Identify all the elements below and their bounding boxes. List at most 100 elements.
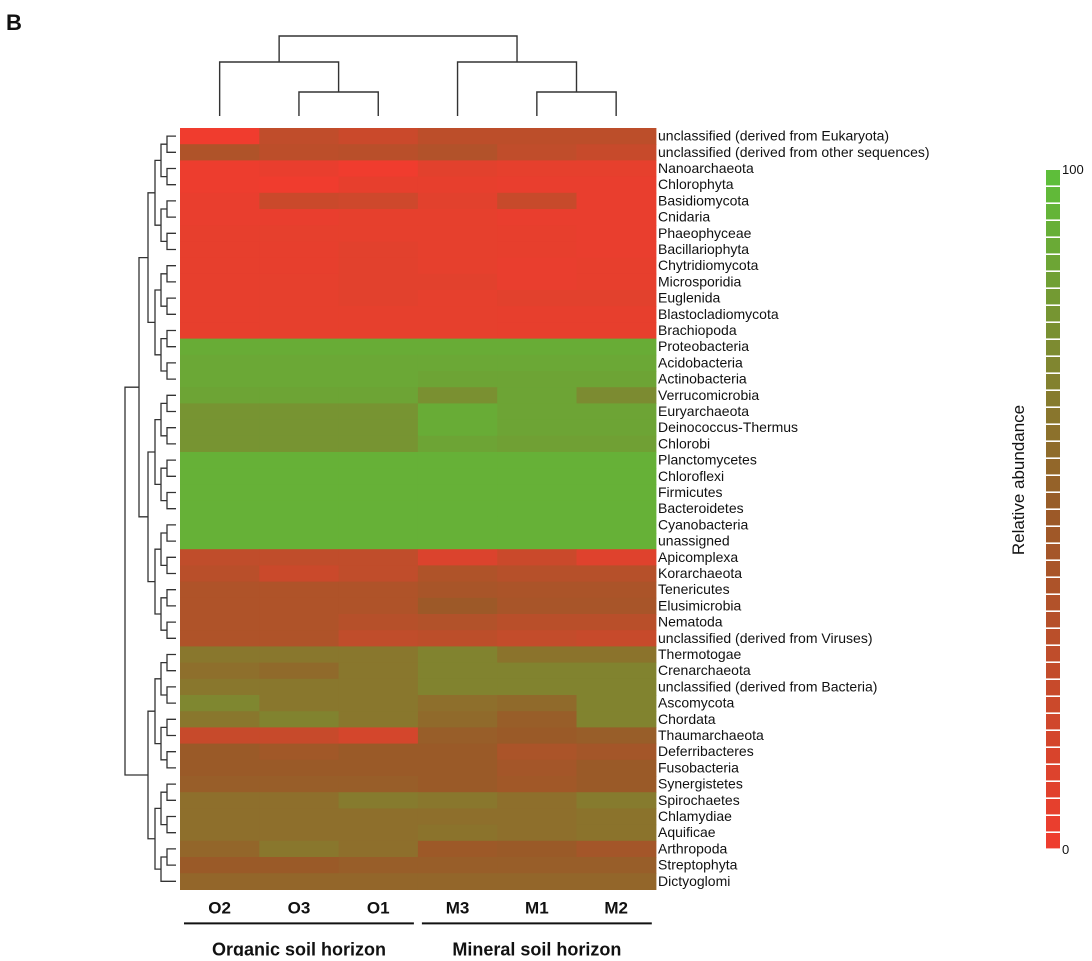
dendrogram-branch bbox=[154, 159, 161, 226]
heatmap-cell bbox=[338, 435, 419, 453]
heatmap-cell bbox=[338, 824, 419, 842]
heatmap-cell bbox=[497, 516, 578, 534]
heatmap-cell bbox=[576, 371, 657, 388]
row-label: Elusimicrobia bbox=[658, 597, 741, 613]
color-legend: 100 0 Relative abundance bbox=[1009, 162, 1084, 857]
heatmap-cell bbox=[417, 387, 498, 404]
heatmap-cell bbox=[576, 597, 657, 615]
row-label: Microsporidia bbox=[658, 273, 741, 289]
heatmap-cell bbox=[497, 273, 578, 291]
heatmap-cell bbox=[180, 322, 260, 340]
dendrogram-branch bbox=[166, 459, 176, 477]
heatmap-cell bbox=[259, 273, 340, 291]
heatmap-cell bbox=[259, 241, 340, 259]
heatmap-cell bbox=[259, 597, 340, 615]
heatmap-cell bbox=[180, 711, 260, 728]
row-label: Nanoarchaeota bbox=[658, 160, 754, 176]
heatmap-cell bbox=[180, 225, 260, 242]
heatmap-cell bbox=[417, 597, 498, 615]
heatmap-cell bbox=[259, 646, 340, 664]
legend-swatch bbox=[1046, 306, 1060, 322]
row-label: Firmicutes bbox=[658, 484, 723, 500]
heatmap-cell bbox=[338, 192, 419, 210]
heatmap-cell bbox=[497, 192, 578, 210]
row-label: Fusobacteria bbox=[658, 759, 739, 775]
heatmap-cell bbox=[338, 338, 419, 356]
heatmap-cell bbox=[338, 873, 419, 890]
heatmap-cell bbox=[338, 290, 419, 307]
dendrogram-branch bbox=[154, 289, 161, 356]
heatmap-cell bbox=[576, 695, 657, 712]
heatmap-cell bbox=[497, 419, 578, 437]
legend-swatch bbox=[1046, 680, 1060, 696]
heatmap-cell bbox=[180, 840, 260, 858]
heatmap-cell bbox=[497, 808, 578, 826]
heatmap-cell bbox=[497, 662, 578, 680]
heatmap-cell bbox=[417, 759, 498, 777]
heatmap-cell bbox=[259, 678, 340, 696]
heatmap-cell bbox=[497, 857, 578, 874]
heatmap-cell bbox=[497, 727, 578, 745]
heatmap-cell bbox=[259, 192, 340, 210]
heatmap-cell bbox=[180, 192, 260, 210]
heatmap-cell bbox=[338, 597, 419, 615]
row-label: unassigned bbox=[658, 533, 730, 549]
legend-swatch bbox=[1046, 204, 1060, 220]
heatmap-cell bbox=[259, 500, 340, 518]
heatmap-cell bbox=[576, 792, 657, 809]
heatmap-cell bbox=[259, 776, 340, 793]
column-label: M3 bbox=[446, 898, 470, 917]
heatmap-cell bbox=[417, 840, 498, 858]
heatmap-cell bbox=[338, 565, 419, 583]
heatmap-cell bbox=[259, 144, 340, 161]
heatmap-cell bbox=[576, 160, 657, 178]
heatmap-cell bbox=[180, 727, 260, 745]
heatmap-cell bbox=[497, 743, 578, 761]
heatmap-cell bbox=[497, 678, 578, 696]
heatmap-cell bbox=[180, 484, 260, 502]
dendrogram-branch bbox=[166, 491, 176, 510]
heatmap-cell bbox=[259, 209, 340, 226]
heatmap-cell bbox=[576, 419, 657, 437]
dendrogram-branch bbox=[124, 386, 148, 776]
heatmap-cell bbox=[417, 533, 498, 550]
heatmap-cell bbox=[180, 257, 260, 275]
heatmap-cell bbox=[497, 241, 578, 259]
heatmap-cell bbox=[576, 192, 657, 210]
legend-swatch bbox=[1046, 272, 1060, 288]
legend-swatch bbox=[1046, 170, 1060, 186]
heatmap-cell bbox=[417, 792, 498, 809]
heatmap-cell bbox=[180, 662, 260, 680]
dendrogram-branch bbox=[138, 256, 148, 518]
heatmap-cell bbox=[180, 630, 260, 647]
heatmap-cell bbox=[338, 630, 419, 647]
heatmap-cell bbox=[497, 225, 578, 242]
heatmap-cell bbox=[259, 371, 340, 388]
row-label: Euryarchaeota bbox=[658, 403, 749, 419]
heatmap-cell bbox=[338, 759, 419, 777]
row-label: Dictyoglomi bbox=[658, 873, 730, 889]
heatmap-cell bbox=[180, 678, 260, 696]
heatmap-cell bbox=[417, 338, 498, 356]
row-label: Proteobacteria bbox=[658, 338, 749, 354]
heatmap-cell bbox=[576, 306, 657, 323]
row-label: Deferribacteres bbox=[658, 743, 754, 759]
heatmap-cell bbox=[417, 614, 498, 631]
legend-swatch bbox=[1046, 408, 1060, 424]
heatmap-cell bbox=[576, 273, 657, 291]
row-label: Thermotogae bbox=[658, 646, 741, 662]
dendrogram-branch bbox=[166, 297, 176, 315]
heatmap-cell bbox=[259, 128, 340, 145]
heatmap-cell bbox=[497, 160, 578, 178]
heatmap-cell bbox=[180, 144, 260, 161]
heatmap-cell bbox=[180, 743, 260, 761]
row-label: Korarchaeota bbox=[658, 565, 742, 581]
heatmap-cell bbox=[259, 824, 340, 842]
dendrogram-branch bbox=[166, 232, 176, 251]
dendrogram-branch bbox=[160, 726, 167, 761]
heatmap-cell bbox=[417, 144, 498, 161]
heatmap-cell bbox=[180, 371, 260, 388]
dendrogram-branch bbox=[218, 61, 340, 116]
heatmap-cell bbox=[576, 484, 657, 502]
heatmap-cell bbox=[576, 128, 657, 145]
